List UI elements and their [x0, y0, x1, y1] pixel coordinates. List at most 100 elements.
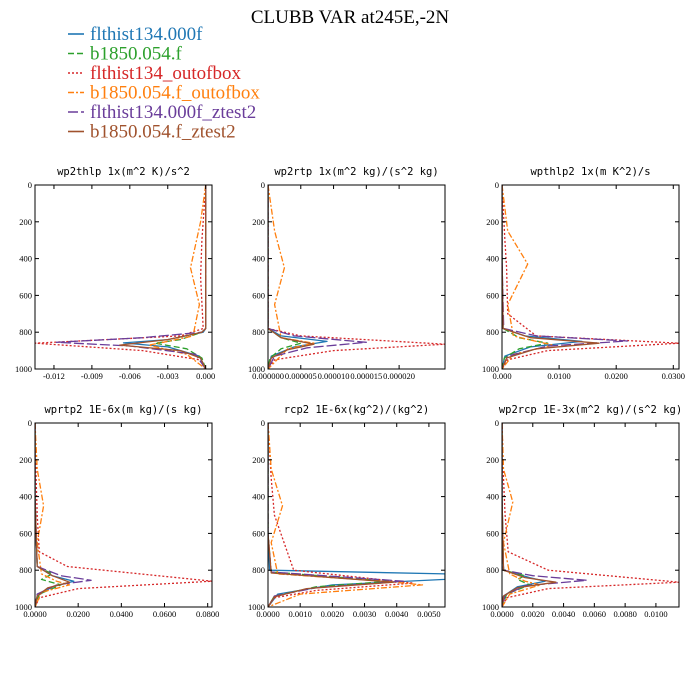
y-tick-label: 200 [486, 217, 499, 227]
x-tick-label: 0.0040 [552, 609, 575, 619]
y-tick-label: 600 [19, 528, 32, 538]
x-tick-label: 0.0030 [353, 609, 376, 619]
y-tick-label: 400 [252, 254, 265, 264]
x-tick-label: 0.0200 [66, 609, 89, 619]
legend-label: b1850.054.f [90, 44, 183, 65]
legend-item: flthist134_outofbox [68, 63, 241, 84]
panel-title: rcp2 1E-6x(kg^2)/(kg^2) [284, 404, 429, 416]
series-line [502, 185, 549, 369]
y-tick-label: 600 [19, 290, 32, 300]
y-tick-label: 600 [252, 290, 265, 300]
legend-label: flthist134.000f [90, 24, 203, 45]
y-tick-label: 800 [486, 565, 499, 575]
x-tick-label: 0.0100 [547, 371, 570, 381]
y-tick-label: 400 [19, 254, 32, 264]
x-tick-label: 0.0050 [417, 609, 440, 619]
series-line [119, 185, 207, 369]
chart-panel: rcp2 1E-6x(kg^2)/(kg^2) 0 200 400 600 800 1000… [248, 404, 446, 619]
y-tick-label: 0 [28, 418, 32, 428]
panel-title: wp2thlp 1x(m^2 K)/s^2 [57, 166, 190, 178]
series-line [268, 185, 315, 369]
series-line [268, 423, 424, 607]
x-tick-label: 0.000 [196, 371, 215, 381]
y-tick-label: 800 [486, 327, 499, 337]
y-tick-label: 1000 [482, 602, 499, 612]
plot-frame [34, 422, 213, 608]
series-line [502, 185, 600, 369]
y-tick-label: 1000 [248, 602, 265, 612]
x-tick-label: 0.000000 [252, 371, 284, 381]
x-tick-label: -0.003 [157, 371, 179, 381]
legend-label: b1850.054.f_ztest2 [90, 122, 236, 143]
y-tick-label: 800 [252, 327, 265, 337]
series-line [502, 423, 542, 607]
chart-panel: wp2thlp 1x(m^2 K)/s^2 0 200 400 600 800 1000 -0… [15, 166, 215, 381]
chart-panel: wp2rtp 1x(m^2 kg)/(s^2 kg) 0 200 400 600 800 1… [248, 166, 446, 381]
chart-panel: wprtp2 1E-6x(m kg)/(s kg) 0 200 400 600 800 10… [15, 404, 219, 619]
x-tick-label: 0.000005 [285, 371, 317, 381]
x-tick-label: -0.012 [43, 371, 65, 381]
x-tick-label: 0.0000 [490, 609, 513, 619]
legend-label: flthist134.000f_ztest2 [90, 102, 256, 123]
x-tick-label: 0.0300 [662, 371, 685, 381]
y-tick-label: 200 [19, 217, 32, 227]
y-tick-label: 800 [252, 565, 265, 575]
y-tick-label: 200 [252, 217, 265, 227]
x-tick-label: -0.006 [119, 371, 141, 381]
series-line [35, 185, 207, 369]
x-tick-label: 0.0000 [256, 609, 279, 619]
x-tick-label: 0.0020 [521, 609, 544, 619]
x-tick-label: -0.009 [81, 371, 103, 381]
panel-title: wp2rcp 1E-3x(m^2 kg)/(s^2 kg) [499, 404, 682, 416]
y-tick-label: 200 [486, 455, 499, 465]
x-tick-label: 0.0020 [321, 609, 344, 619]
legend-label: flthist134_outofbox [90, 63, 241, 84]
y-tick-label: 0 [495, 418, 499, 428]
series-line [502, 423, 531, 607]
x-tick-label: 0.0800 [196, 609, 219, 619]
y-tick-label: 200 [19, 455, 32, 465]
plot-frame [267, 422, 446, 608]
y-tick-label: 1000 [15, 364, 32, 374]
x-tick-label: 0.0200 [605, 371, 628, 381]
series-line [268, 185, 445, 369]
x-tick-label: 0.000010 [318, 371, 350, 381]
series-line [35, 423, 75, 607]
y-tick-label: 600 [486, 528, 499, 538]
series-line [35, 423, 71, 607]
x-tick-label: 0.0060 [583, 609, 606, 619]
series-line [268, 423, 404, 607]
series-line [268, 423, 414, 607]
y-tick-label: 0 [261, 180, 265, 190]
x-tick-label: 0.000015 [350, 371, 382, 381]
y-tick-label: 0 [495, 180, 499, 190]
y-tick-label: 400 [19, 492, 32, 502]
x-tick-label: 0.0040 [385, 609, 408, 619]
plot-frame [34, 184, 213, 370]
legend: flthist134.000fb1850.054.fflthist134_out… [68, 24, 260, 143]
plot-frame [267, 184, 446, 370]
panel-title: wp2rtp 1x(m^2 kg)/(s^2 kg) [274, 166, 438, 178]
y-tick-label: 400 [252, 492, 265, 502]
series-line [502, 185, 679, 369]
y-tick-label: 0 [261, 418, 265, 428]
series-line [268, 423, 395, 607]
y-tick-label: 1000 [15, 602, 32, 612]
x-tick-label: 0.000020 [383, 371, 415, 381]
chart-panel: wp2rcp 1E-3x(m^2 kg)/(s^2 kg)0 200 400 600 8… [482, 404, 682, 619]
legend-item: b1850.054.f_ztest2 [68, 122, 236, 143]
legend-item: flthist134.000f_ztest2 [68, 102, 256, 123]
plot-frame [501, 184, 680, 370]
y-tick-label: 1000 [482, 364, 499, 374]
y-tick-label: 600 [486, 290, 499, 300]
series-line [268, 185, 367, 369]
series-line [502, 423, 588, 607]
y-tick-label: 1000 [248, 364, 265, 374]
y-tick-label: 800 [19, 327, 32, 337]
plot-frame [501, 422, 680, 608]
legend-item: b1850.054.f_outofbox [68, 83, 260, 104]
x-tick-label: 0.0080 [613, 609, 636, 619]
series-line [154, 185, 207, 369]
x-tick-label: 0.0400 [110, 609, 133, 619]
